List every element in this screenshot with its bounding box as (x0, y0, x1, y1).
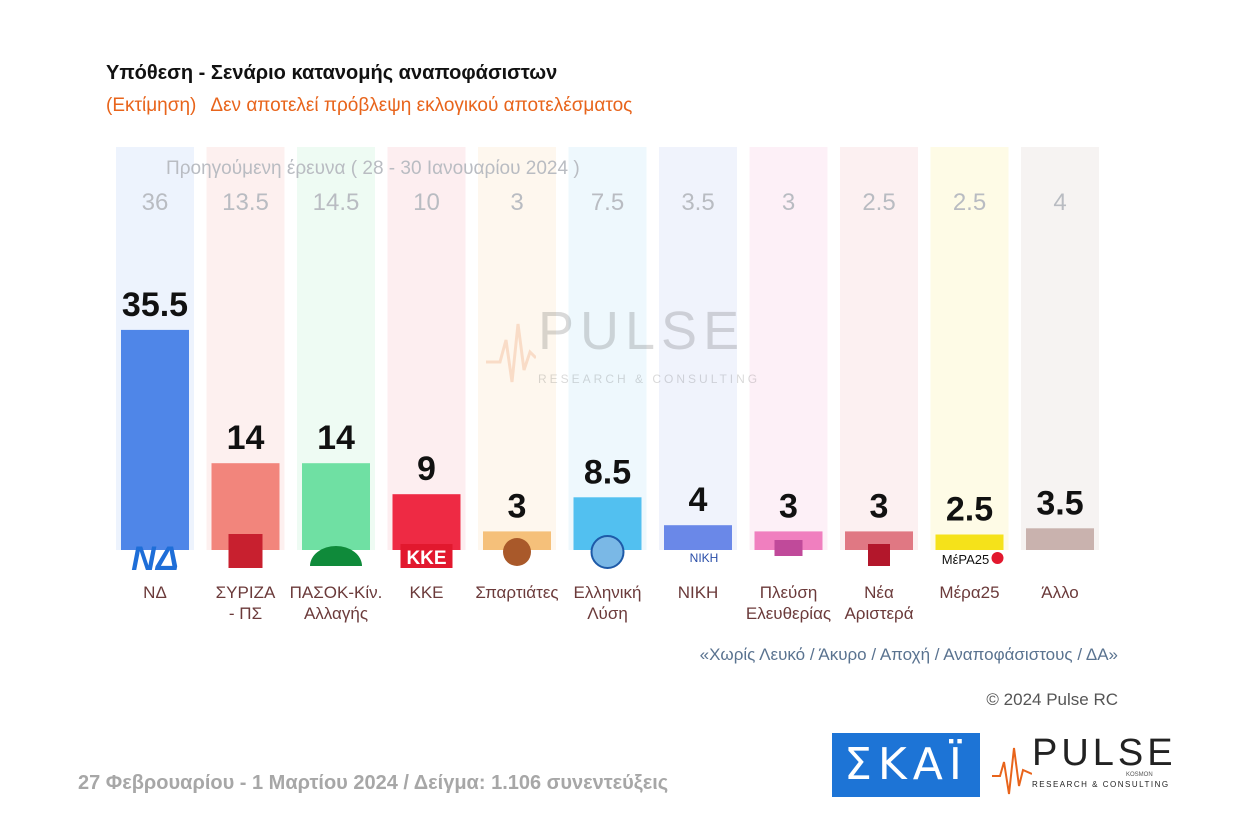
value-label: 4 (689, 481, 708, 519)
column-background (749, 147, 828, 550)
mera25-logo-icon: ΜέΡΑ25 (942, 552, 989, 567)
category-label: Άλλο (1041, 583, 1079, 602)
skai-logo-text: ΣΚΑΪ (844, 739, 968, 790)
previous-value-label: 36 (142, 189, 169, 216)
plefsi-logo-icon (774, 540, 803, 556)
column-background (1021, 147, 1099, 550)
column-background (840, 147, 918, 550)
previous-value-label: 10 (413, 189, 440, 216)
column-background (930, 147, 1009, 550)
column-background (568, 147, 647, 550)
value-label: 3 (779, 487, 798, 525)
category-label: Αλλαγής (304, 604, 368, 623)
category-label: Ελληνική (573, 583, 641, 602)
category-label: ΝΙΚΗ (678, 583, 719, 602)
subtitle-estimate: (Εκτίμηση) (106, 95, 197, 116)
category-label: ΠΑΣΟΚ-Κίν. (290, 583, 383, 602)
bar (935, 534, 1004, 550)
category-label: Σπαρτιάτες (475, 583, 558, 602)
category-label: Λύση (587, 604, 628, 623)
subtitle-disclaimer: Δεν αποτελεί πρόβλεψη εκλογικού αποτελέσ… (210, 95, 633, 116)
mera25-logo-mark (991, 552, 1004, 564)
pulse-logo-icon (992, 747, 1032, 795)
column-background (387, 147, 466, 550)
previous-value-label: 7.5 (591, 189, 624, 216)
category-label: Πλεύση (760, 583, 818, 602)
kke-logo-text: ΚΚΕ (406, 548, 446, 569)
previous-value-label: 3.5 (681, 189, 714, 216)
category-label: Μέρα25 (939, 583, 999, 602)
value-label: 14 (317, 419, 355, 457)
category-label: Ελευθερίας (746, 604, 831, 623)
category-label: ΝΔ (143, 583, 167, 602)
pulse-logo: PULSE KOSMON RESEARCH & CONSULTING (992, 732, 1173, 798)
category-label: Αριστερά (844, 604, 913, 623)
bar (121, 329, 189, 550)
niki-logo-icon: ΝΙΚΗ (690, 551, 719, 565)
value-label: 35.5 (122, 286, 188, 324)
previous-value-label: 2.5 (953, 189, 986, 216)
chart-subtitle: (Εκτίμηση) Δεν αποτελεί πρόβλεψη εκλογικο… (106, 95, 632, 117)
value-label: 2.5 (946, 491, 993, 529)
elliniki-lysi-logo-icon (590, 535, 625, 569)
pulse-logo-word: PULSE (1032, 732, 1177, 774)
column-background (659, 147, 737, 550)
previous-value-label: 4 (1053, 189, 1066, 216)
bar (664, 525, 732, 550)
pasok-logo-icon (310, 546, 362, 566)
value-label: 14 (227, 419, 265, 457)
kke-logo-icon (400, 544, 453, 568)
previous-value-label: 2.5 (862, 189, 895, 216)
footnote: «Χωρίς Λευκό / Άκυρο / Αποχή / Αναποφάσι… (699, 645, 1118, 664)
previous-value-label: 13.5 (222, 189, 269, 216)
value-label: 9 (417, 450, 436, 488)
chart-title: Υπόθεση - Σενάριο κατανομής αναποφάσιστω… (106, 62, 558, 84)
category-label: ΣΥΡΙΖΑ (216, 583, 276, 602)
value-label: 8.5 (584, 453, 631, 491)
value-label: 3.5 (1036, 484, 1083, 522)
bar (845, 531, 913, 550)
pulse-logo-kosmon: KOSMON (1126, 772, 1153, 778)
nea-aristera-logo-icon (868, 544, 890, 566)
value-label: 3 (508, 487, 527, 525)
survey-info-footer: 27 Φεβρουαρίου - 1 Μαρτίου 2024 / Δείγμα… (78, 772, 669, 794)
category-label: ΚΚΕ (409, 583, 443, 602)
pulse-logo-subtitle: RESEARCH & CONSULTING (1032, 780, 1170, 789)
bar (1026, 528, 1094, 550)
column-background (478, 147, 556, 550)
value-label: 3 (870, 487, 889, 525)
bar (302, 463, 370, 550)
syriza-logo-icon (228, 534, 263, 568)
previous-value-label: 3 (782, 189, 795, 216)
skai-logo: ΣΚΑΪ (832, 733, 980, 797)
previous-survey-label: Προηγούμενη έρευνα ( 28 - 30 Ιανουαρίου … (166, 158, 580, 179)
bar (392, 494, 461, 550)
spartiates-helmet-icon (503, 538, 531, 566)
previous-value-label: 14.5 (313, 189, 360, 216)
nd-logo-text: ΝΔ (131, 540, 178, 578)
previous-value-label: 3 (510, 189, 523, 216)
copyright: © 2024 Pulse RC (986, 690, 1118, 709)
category-label: - ΠΣ (229, 604, 262, 623)
category-label: Νέα (864, 583, 894, 602)
